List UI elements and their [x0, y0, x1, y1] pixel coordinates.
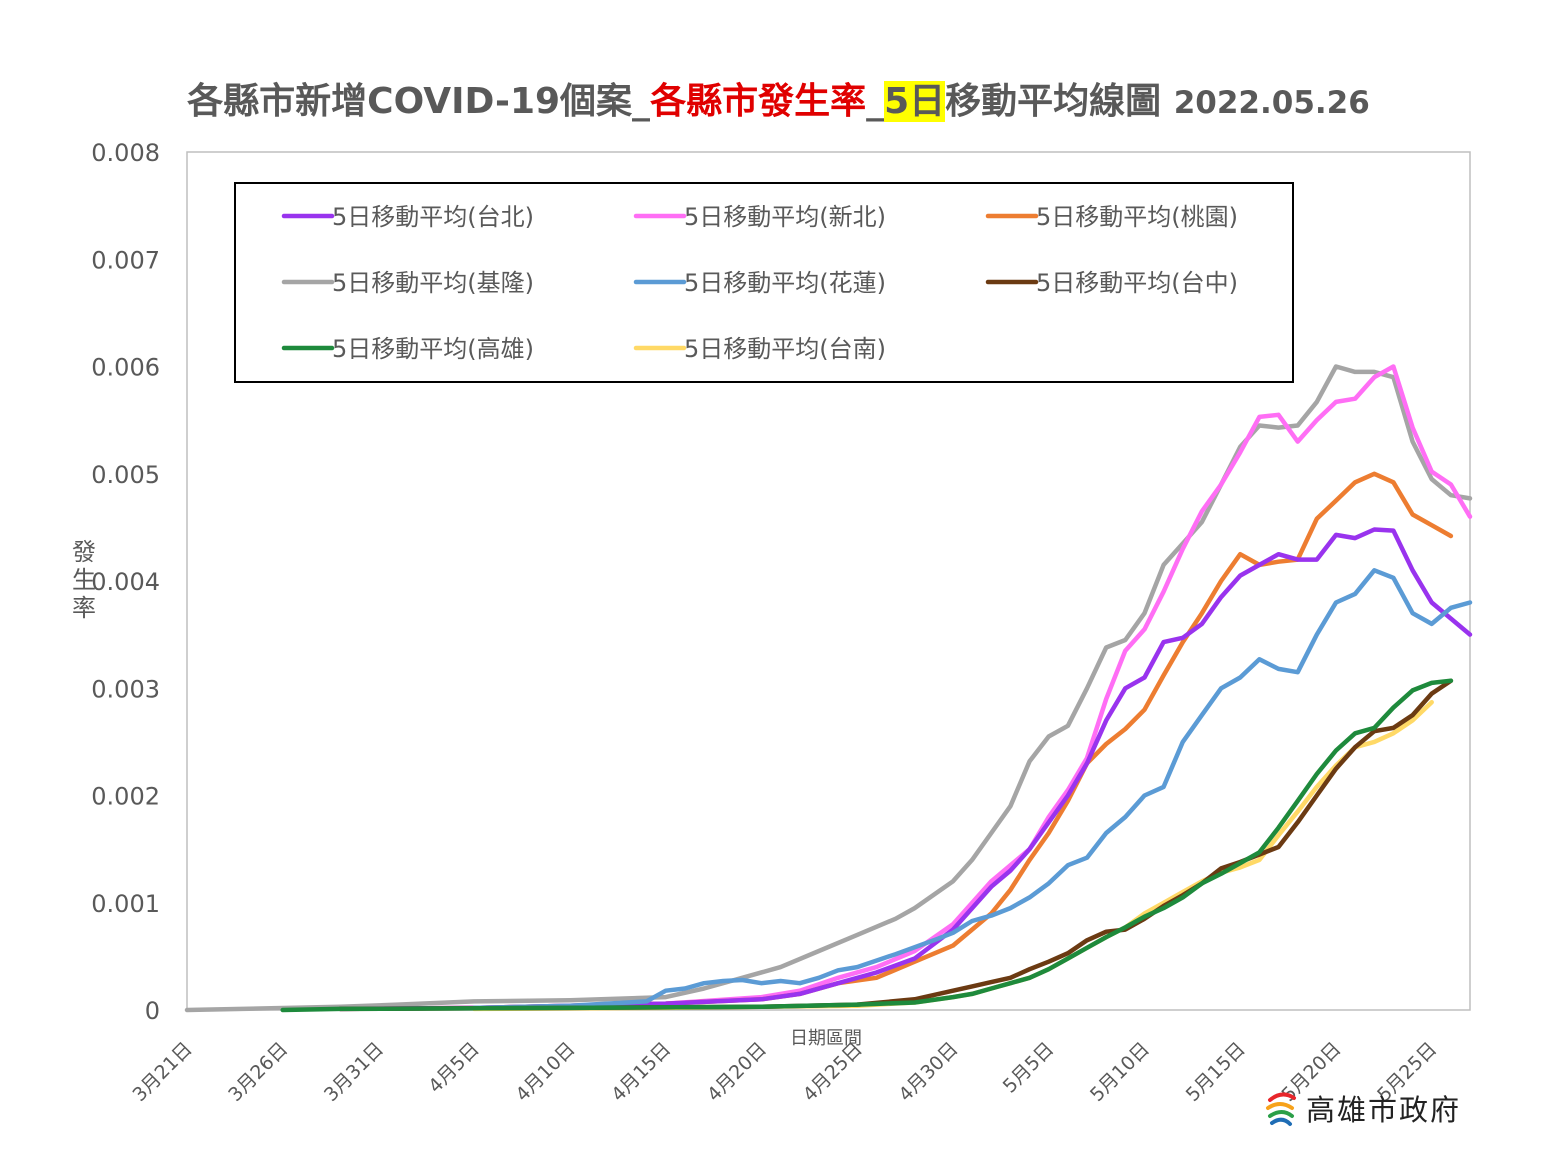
y-axis-label-char: 率 [72, 594, 96, 622]
y-axis: 0 0.001 0.002 0.003 0.004 0.005 0.006 0.007 0.00… [91, 139, 160, 1025]
x-tick-label: 5月5日 [999, 1038, 1059, 1098]
y-tick-label: 0.003 [91, 675, 160, 703]
y-tick-label: 0.004 [91, 568, 160, 596]
series-line [337, 364, 1473, 1012]
legend-label: 5日移動平均(高雄) [332, 335, 534, 363]
series-line [471, 699, 1434, 1012]
x-axis-label: 日期區間 [790, 1028, 862, 1049]
title-part-2: 各縣市發生率 [650, 81, 867, 122]
legend: 5日移動平均(台北) 5日移動平均(新北) 5日移動平均(桃園) 5日移動平均(基隆)… [281, 203, 1238, 363]
legend-label: 5日移動平均(桃園) [1036, 203, 1238, 231]
title-part-1: 各縣市新增COVID-19個案_ [187, 81, 651, 122]
y-tick-label: 0 [145, 997, 160, 1025]
y-tick-label: 0.005 [91, 461, 160, 489]
y-tick-label: 0.002 [91, 783, 160, 811]
x-tick-label: 3月26日 [224, 1038, 292, 1106]
x-tick-label: 4月20日 [703, 1038, 771, 1106]
kaohsiung-city-logo-icon [1266, 1092, 1296, 1126]
legend-label: 5日移動平均(新北) [684, 203, 886, 231]
legend-label: 5日移動平均(台南) [684, 335, 886, 363]
y-axis-label: 發生率 [68, 538, 100, 622]
x-tick-label: 5月15日 [1182, 1038, 1250, 1106]
x-tick-label: 3月21日 [128, 1038, 196, 1106]
y-tick-label: 0.007 [91, 246, 160, 274]
legend-label: 5日移動平均(台北) [332, 203, 534, 231]
title-date: 2022.05.26 [1173, 85, 1370, 121]
y-tick-label: 0.008 [91, 139, 160, 167]
series-line [337, 527, 1473, 1012]
logo: 高雄市政府 [1262, 1088, 1461, 1128]
legend-label: 5日移動平均(花蓮) [684, 269, 886, 297]
x-tick-label: 4月10日 [511, 1038, 579, 1106]
y-tick-label: 0.001 [91, 890, 160, 918]
legend-label: 5日移動平均(台中) [1036, 269, 1238, 297]
title-part-4: 5日 [884, 81, 946, 122]
y-axis-label-char: 生 [72, 566, 96, 594]
title-part-5: 移動平均線圖 [945, 81, 1162, 122]
series-lines [184, 364, 1473, 1013]
legend-label: 5日移動平均(基隆) [332, 269, 534, 297]
legend-box [234, 182, 1294, 383]
y-axis-label-char: 發 [72, 538, 96, 566]
plot-area-frame [186, 151, 1471, 1011]
logo-text: 高雄市政府 [1306, 1093, 1462, 1127]
x-tick-label: 4月5日 [424, 1038, 484, 1098]
series-line [471, 568, 1473, 1011]
x-tick-label: 4月30日 [894, 1038, 962, 1106]
chart-title: 各縣市新增COVID-19個案_各縣市發生率_5日移動平均線圖 2022.05.… [0, 72, 1557, 124]
x-axis: 3月21日 3月26日 3月31日 4月5日 4月10日 4月15日 4月20日 4月25日 4… [128, 1038, 1441, 1106]
x-tick-label: 3月31日 [320, 1038, 388, 1106]
title-part-3: _ [866, 81, 885, 122]
series-line [280, 678, 1454, 1013]
x-tick-label: 5月10日 [1086, 1038, 1154, 1106]
x-tick-label: 4月15日 [607, 1038, 675, 1106]
y-tick-label: 0.006 [91, 354, 160, 382]
series-line [184, 364, 1473, 1013]
